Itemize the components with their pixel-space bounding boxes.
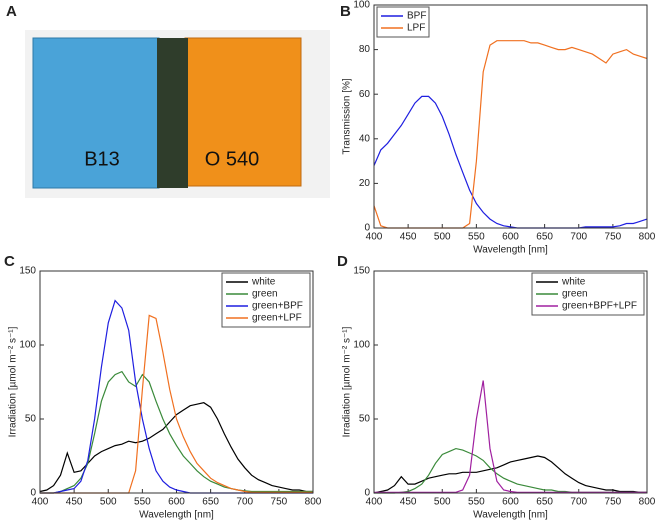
y-tick-label: 50 xyxy=(359,414,371,425)
orange-filter xyxy=(184,37,302,187)
chart: B 0 20 40 60 80 100 400 450 500 550 600 650 700 750 800… xyxy=(340,0,655,256)
legend-label: green xyxy=(252,289,278,300)
series-line xyxy=(40,314,313,494)
x-tick-label: 650 xyxy=(202,497,219,508)
plot-frame xyxy=(39,270,314,494)
x-tick-label: 550 xyxy=(468,497,485,508)
y-tick-label: 50 xyxy=(25,414,37,425)
x-tick-label: 750 xyxy=(271,497,288,508)
series-line xyxy=(373,95,648,229)
panel-label: D xyxy=(337,253,348,270)
x-tick-label: 600 xyxy=(168,497,185,508)
panel-label: B xyxy=(340,3,351,20)
blue-filter xyxy=(32,37,160,189)
x-tick-label: 700 xyxy=(570,232,587,243)
y-axis-label: Irradiation [µmol m⁻² s⁻¹] xyxy=(342,326,353,437)
panel-label: C xyxy=(4,253,15,270)
y-tick-label: 150 xyxy=(19,266,36,277)
y-axis-label: Transmission [%] xyxy=(342,78,353,155)
legend-label: green+BPF xyxy=(252,301,303,312)
y-tick-label: 80 xyxy=(359,44,371,55)
y-tick-label: 0 xyxy=(364,223,370,234)
chart: C 0 50 100 150 400 450 500 550 600 650 700 750 800 Wav… xyxy=(4,253,322,521)
legend-label: green+LPF xyxy=(252,313,302,324)
x-tick-label: 800 xyxy=(305,497,322,508)
x-tick-label: 550 xyxy=(468,232,485,243)
filter-label: B13 xyxy=(84,148,120,170)
legend-label: white xyxy=(561,277,586,288)
y-axis-label: Irradiation [µmol m⁻² s⁻¹] xyxy=(8,326,19,437)
x-tick-label: 750 xyxy=(605,232,622,243)
x-tick-label: 650 xyxy=(536,232,553,243)
x-tick-label: 550 xyxy=(134,497,151,508)
y-tick-label: 0 xyxy=(30,488,36,499)
x-axis-label: Wavelength [nm] xyxy=(473,245,548,256)
legend-label: white xyxy=(251,277,276,288)
x-tick-label: 500 xyxy=(434,497,451,508)
series-line xyxy=(373,40,648,229)
y-tick-label: 100 xyxy=(353,340,370,351)
x-tick-label: 700 xyxy=(570,497,587,508)
series-line xyxy=(374,380,647,493)
y-tick-label: 20 xyxy=(359,178,371,189)
x-tick-label: 500 xyxy=(434,232,451,243)
x-tick-label: 450 xyxy=(400,497,417,508)
x-axis-label: Wavelength [nm] xyxy=(473,510,548,521)
x-tick-label: 600 xyxy=(502,232,519,243)
filter-label: O 540 xyxy=(205,148,259,170)
photo: A B13 O 540 xyxy=(6,3,330,198)
x-tick-label: 400 xyxy=(366,497,383,508)
legend-label: LPF xyxy=(407,23,425,34)
y-tick-label: 0 xyxy=(364,488,370,499)
overlap xyxy=(157,38,188,188)
y-tick-label: 40 xyxy=(359,133,371,144)
x-tick-label: 500 xyxy=(100,497,117,508)
legend-label: green xyxy=(562,289,588,300)
x-tick-label: 400 xyxy=(32,497,49,508)
x-tick-label: 450 xyxy=(400,232,417,243)
x-tick-label: 600 xyxy=(502,497,519,508)
x-tick-label: 650 xyxy=(536,497,553,508)
x-tick-label: 750 xyxy=(605,497,622,508)
x-tick-label: 800 xyxy=(639,232,655,243)
x-tick-label: 800 xyxy=(639,497,655,508)
chart: D 0 50 100 150 400 450 500 550 600 650 700 750 800 Wav… xyxy=(337,253,655,521)
plot-frame xyxy=(373,270,648,494)
x-axis-label: Wavelength [nm] xyxy=(139,510,214,521)
legend-label: BPF xyxy=(407,11,426,22)
x-tick-label: 450 xyxy=(66,497,83,508)
series-line xyxy=(40,299,313,494)
y-tick-label: 150 xyxy=(353,266,370,277)
series-line xyxy=(373,455,647,494)
panel-label: A xyxy=(6,3,17,20)
series-line xyxy=(40,370,313,494)
x-tick-label: 700 xyxy=(236,497,253,508)
plot-frame xyxy=(373,4,648,229)
y-tick-label: 100 xyxy=(19,340,36,351)
y-tick-label: 60 xyxy=(359,89,371,100)
y-tick-label: 100 xyxy=(353,0,370,11)
legend-label: green+BPF+LPF xyxy=(562,301,637,312)
x-tick-label: 400 xyxy=(366,232,383,243)
legend-box xyxy=(376,6,430,38)
series-line xyxy=(374,447,647,494)
